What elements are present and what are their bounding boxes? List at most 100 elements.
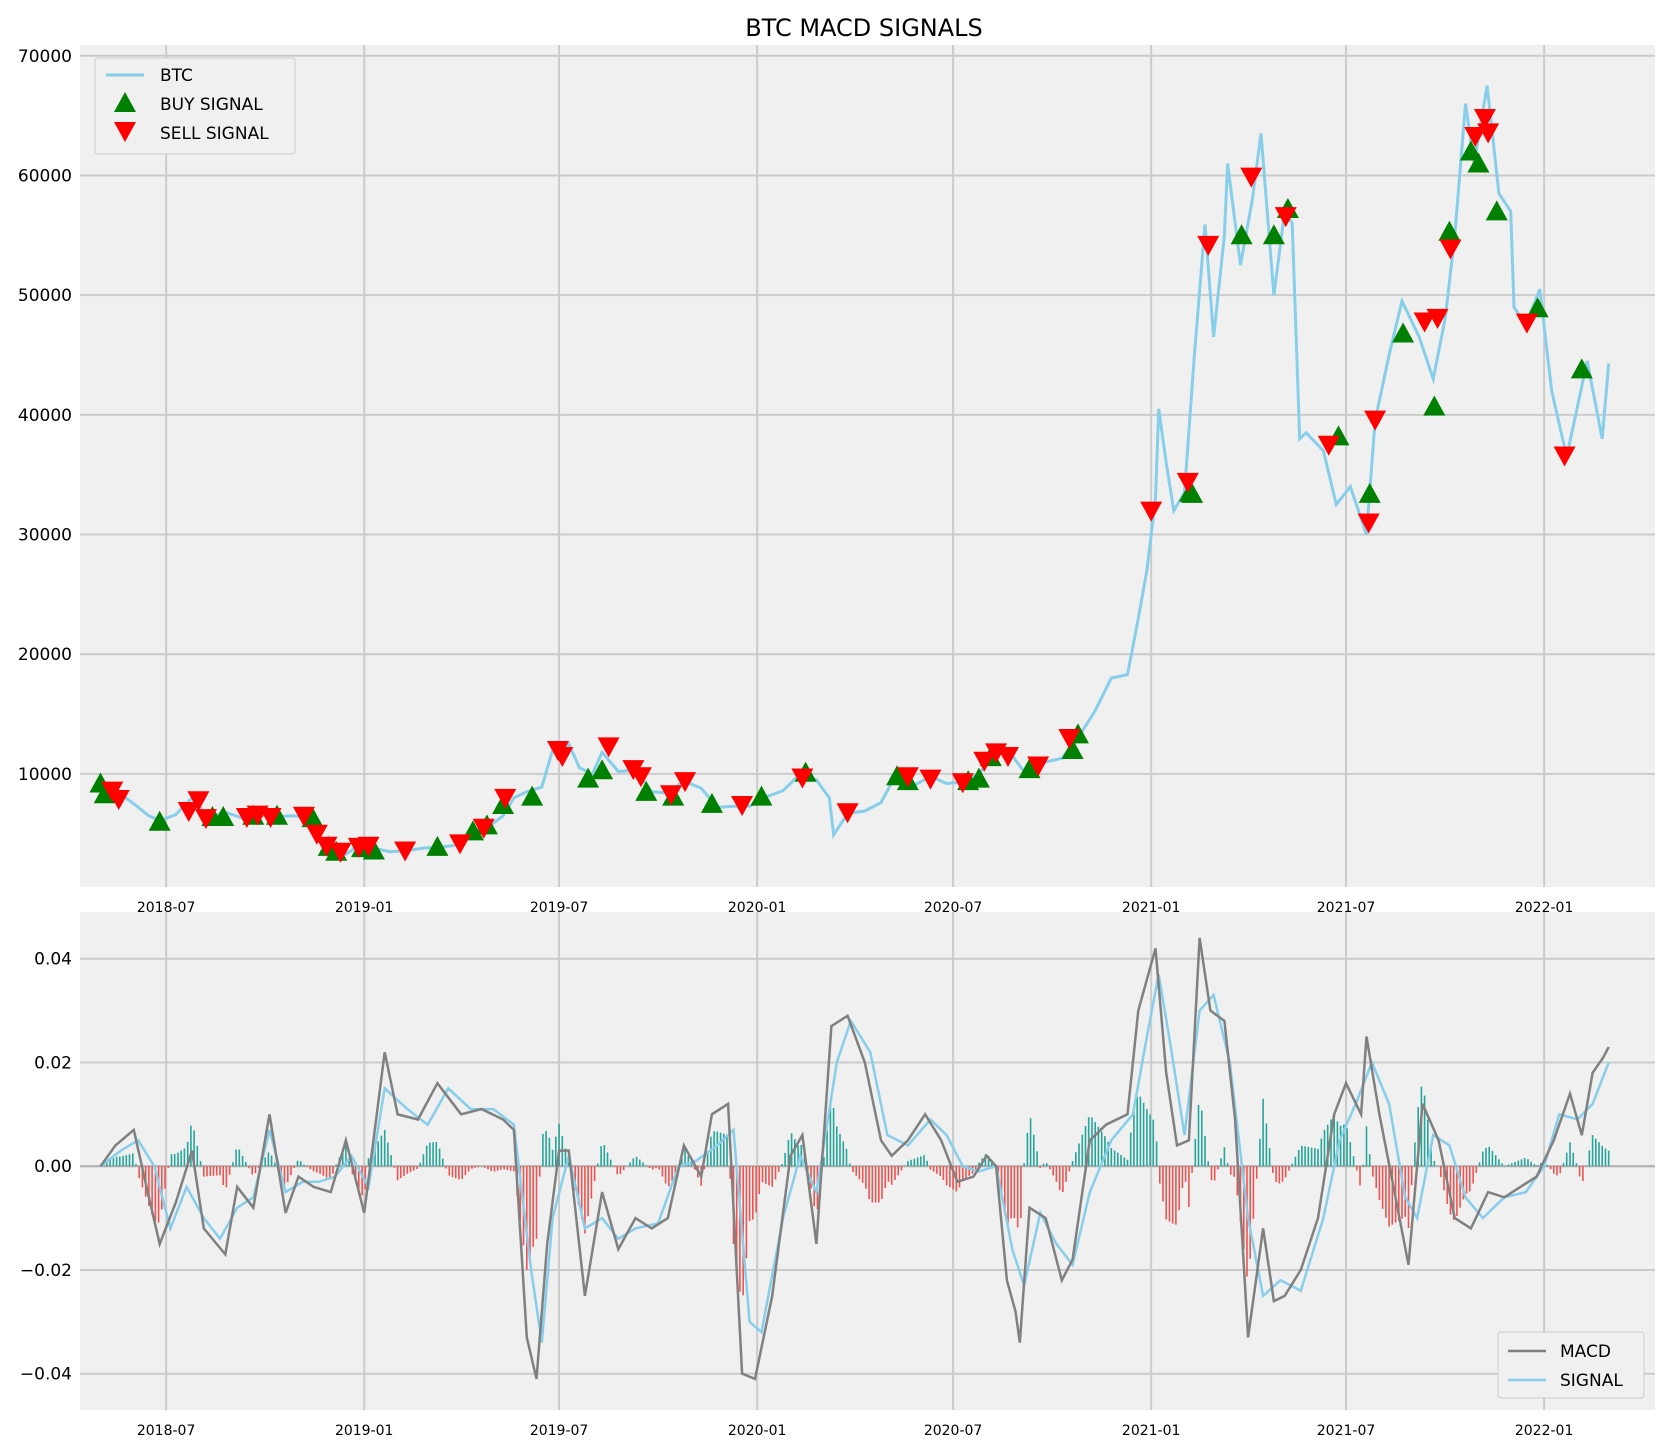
sell-signal-marker <box>394 841 417 862</box>
macd-histogram-bar <box>1553 1166 1555 1174</box>
macd-histogram-bar <box>203 1166 205 1177</box>
macd-histogram-bar <box>1010 1166 1012 1219</box>
macd-histogram-bar <box>1013 1166 1016 1218</box>
macd-histogram-bar <box>674 1166 677 1176</box>
macd-histogram-bar <box>380 1135 383 1167</box>
macd-histogram-bar <box>693 1166 696 1170</box>
macd-histogram-bar <box>283 1166 286 1185</box>
macd-histogram-bar <box>467 1166 470 1172</box>
macd-histogram-bar <box>383 1129 386 1167</box>
macd-histogram-bar <box>568 1161 570 1167</box>
macd-histogram-bar <box>1129 1132 1132 1167</box>
macd-histogram-bar <box>1385 1166 1387 1218</box>
macd-histogram-bar <box>890 1166 893 1185</box>
macd-histogram-bar <box>606 1152 609 1167</box>
macd-histogram-bar <box>1071 1161 1074 1167</box>
macd-histogram-bar <box>784 1152 786 1167</box>
sell-signal-marker <box>996 746 1019 767</box>
macd-histogram-bar <box>1591 1135 1594 1167</box>
buy-signal-marker <box>577 767 600 788</box>
macd-histogram-bar <box>503 1166 505 1170</box>
buy-signal-marker <box>1018 758 1041 779</box>
macd-histogram-bar <box>1530 1161 1532 1167</box>
macd-histogram-bar <box>529 1166 531 1257</box>
macd-histogram-bar <box>1078 1143 1080 1167</box>
sell-signal-marker <box>1413 312 1436 333</box>
macd-histogram-bar <box>1097 1126 1100 1167</box>
macd-histogram-bar <box>1368 1154 1371 1167</box>
macd-histogram-bar <box>739 1166 741 1292</box>
macd-histogram-bar <box>651 1166 654 1170</box>
macd-histogram-bar <box>642 1162 644 1167</box>
macd-histogram-bar <box>658 1166 660 1170</box>
macd-histogram-bar <box>222 1166 224 1185</box>
macd-histogram-bar <box>303 1164 305 1167</box>
macd-histogram-bar <box>212 1166 215 1176</box>
legend-signal-label: SIGNAL <box>1560 1371 1623 1391</box>
macd-histogram-bar <box>332 1166 334 1174</box>
macd-histogram-bar <box>154 1166 157 1222</box>
macd-histogram-bar <box>1243 1166 1245 1250</box>
macd-histogram-bar <box>135 1164 137 1167</box>
macd-histogram-bar <box>884 1166 887 1188</box>
macd-histogram-bar <box>1210 1166 1213 1181</box>
buy-signal-marker <box>750 785 773 806</box>
macd-histogram-bar <box>422 1154 425 1167</box>
macd-histogram-bar <box>542 1134 544 1167</box>
sell-signal-marker <box>973 751 996 772</box>
macd-histogram-bar <box>1042 1163 1045 1167</box>
macd-histogram-bar <box>461 1166 463 1179</box>
macd-histogram-bar <box>1462 1166 1465 1200</box>
macd-histogram-bar <box>215 1166 218 1176</box>
macd-histogram-bar <box>984 1154 987 1167</box>
sell-signal-marker <box>1027 756 1050 777</box>
sell-signal-marker <box>315 836 338 857</box>
price-y-tick-label: 30000 <box>18 526 72 546</box>
macd-histogram-bar <box>1168 1166 1171 1222</box>
macd-histogram-bar <box>125 1155 128 1167</box>
macd-histogram-bar <box>264 1157 266 1167</box>
macd-histogram-bar <box>1291 1163 1293 1167</box>
macd-histogram-bar <box>1523 1158 1526 1167</box>
macd-histogram-bar <box>1336 1121 1339 1167</box>
macd-x-tick-label: 2020-07 <box>924 1423 983 1439</box>
macd-histogram-bar <box>115 1156 118 1167</box>
macd-histogram-bar <box>254 1166 257 1174</box>
macd-histogram-bar <box>729 1166 731 1179</box>
macd-histogram-bar <box>1356 1166 1358 1171</box>
sell-signal-marker <box>1364 410 1387 431</box>
macd-x-tick-label: 2018-07 <box>137 1423 196 1439</box>
macd-histogram-bar <box>128 1154 131 1167</box>
macd-histogram-bar <box>661 1166 664 1177</box>
macd-histogram-bar <box>758 1166 761 1194</box>
sell-signal-marker <box>674 772 697 793</box>
macd-histogram-bar <box>1094 1122 1096 1167</box>
macd-histogram-bar <box>593 1166 596 1182</box>
macd-histogram-bar <box>781 1164 783 1167</box>
macd-histogram-bar <box>1146 1109 1148 1167</box>
macd-histogram-bar <box>1601 1146 1603 1167</box>
macd-histogram-bar <box>199 1161 202 1167</box>
macd-histogram-bar <box>1062 1166 1064 1193</box>
macd-histogram-bar <box>1075 1152 1077 1167</box>
sell-signal-marker <box>107 790 130 811</box>
macd-histogram-bar <box>555 1136 557 1167</box>
macd-histogram-bar <box>923 1155 925 1167</box>
macd-histogram-bar <box>852 1166 854 1173</box>
macd-histogram-bar <box>968 1166 970 1176</box>
macd-histogram-bar <box>1307 1147 1310 1167</box>
macd-histogram-bar <box>206 1166 208 1177</box>
macd-histogram-bar <box>1407 1166 1410 1228</box>
macd-histogram-bar <box>173 1154 176 1167</box>
macd-histogram-bar <box>577 1166 580 1205</box>
macd-histogram-bar <box>196 1145 199 1167</box>
macd-histogram-bar <box>477 1166 480 1167</box>
macd-histogram-bar <box>1323 1129 1326 1167</box>
macd-histogram-bar <box>1391 1166 1394 1225</box>
macd-histogram-bar <box>706 1153 709 1167</box>
macd-histogram-bar <box>1265 1123 1268 1167</box>
macd-histogram-bar <box>251 1166 253 1175</box>
macd-histogram-bar <box>1533 1164 1536 1167</box>
macd-histogram-bar <box>603 1145 606 1167</box>
macd-histogram-bar <box>1233 1166 1235 1177</box>
